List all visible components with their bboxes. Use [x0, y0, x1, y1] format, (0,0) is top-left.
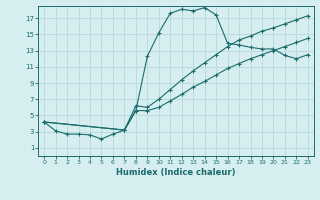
X-axis label: Humidex (Indice chaleur): Humidex (Indice chaleur): [116, 168, 236, 177]
